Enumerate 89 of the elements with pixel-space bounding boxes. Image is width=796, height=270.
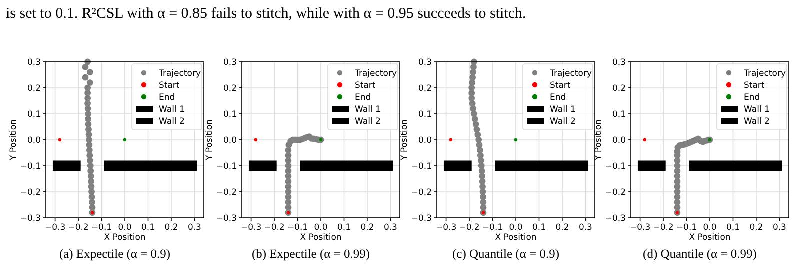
y-axis-title: Y Position [594,120,604,162]
x-tick-label: 0.0 [314,223,328,233]
x-tick-label: 0.2 [360,223,374,233]
y-tick-label: 0.1 [223,110,237,120]
legend-label: End [159,93,176,103]
y-tick-label: −0.3 [216,214,237,224]
x-tick-label: 0.2 [750,223,764,233]
y-axis-title: Y Position [400,120,410,162]
x-tick-label: −0.2 [68,223,89,233]
y-tick-label: −0.2 [411,188,432,198]
y-tick-label: −0.3 [411,214,432,224]
y-tick-label: 0.3 [27,58,41,68]
x-tick-label: 0.1 [726,223,740,233]
x-axis-title: X Position [104,233,146,243]
y-tick-label: 0.0 [223,136,237,146]
y-tick-label: 0.3 [418,58,432,68]
x-tick-label: 0.3 [772,223,786,233]
y-tick-label: 0.1 [612,110,626,120]
x-tick-label: −0.3 [240,223,262,233]
x-tick-label: 0.1 [532,223,546,233]
x-tick-label: 0.3 [384,223,398,233]
legend-label: Trajectory [549,69,592,79]
legend-label: Wall 1 [550,105,576,115]
legend-label: End [744,93,760,103]
y-tick-label: −0.3 [605,214,626,224]
y-tick-label: −0.1 [411,162,432,172]
x-axis-title: X Position [300,233,342,243]
legend-label: Start [159,81,180,91]
y-tick-label: −0.1 [605,162,626,172]
legend-label: Wall 1 [744,105,770,115]
x-axis-title: X Position [495,233,537,243]
x-tick-label: −0.2 [653,223,674,233]
legend-label: Trajectory [354,69,397,79]
legend-label: Wall 2 [355,117,381,127]
y-tick-label: 0.3 [223,58,237,68]
x-tick-label: 0.0 [118,223,132,233]
y-tick-label: 0.1 [27,110,41,120]
x-tick-label: 0.3 [188,223,202,233]
legend-label: End [355,93,372,103]
x-tick-label: 0.2 [164,223,178,233]
x-tick-label: 0.2 [556,223,570,233]
legend-label: Wall 2 [744,117,770,127]
y-tick-label: 0.0 [27,136,41,146]
legend-label: Wall 2 [550,117,576,127]
text: is set to 0.1. R²CSL with α = 0.85 fails to stitch, while with α = 0.95 succeeds to stitch. [6,6,526,22]
y-tick-label: 0.2 [612,84,626,94]
x-tick-label: 0.1 [141,223,155,233]
x-tick-label: 0.1 [337,223,351,233]
x-tick-label: −0.2 [264,223,285,233]
x-tick-label: −0.1 [91,223,112,233]
y-tick-label: 0.2 [418,84,432,94]
x-tick-label: −0.2 [459,223,480,233]
y-tick-label: 0.0 [612,136,626,146]
text: (a) Expectile (α = 0.9) [59,247,171,261]
y-tick-label: −0.2 [605,188,626,198]
y-tick-label: −0.3 [20,214,41,224]
x-tick-label: 0.3 [578,223,592,233]
legend-label: End [550,93,566,103]
legend-label: Wall 2 [159,117,185,127]
y-tick-label: 0.2 [223,84,237,94]
x-tick-label: −0.1 [676,223,698,233]
text: (d) Quantile (α = 0.99) [643,247,757,261]
y-tick-label: 0.3 [612,58,626,68]
legend-label: Trajectory [743,69,786,79]
x-tick-label: −0.3 [630,223,651,233]
x-tick-label: −0.1 [482,223,504,233]
y-tick-label: −0.2 [20,188,41,198]
legend-label: Start [744,81,766,91]
x-tick-label: −0.3 [44,223,66,233]
x-tick-label: −0.3 [436,223,457,233]
y-tick-label: 0.1 [418,110,432,120]
x-tick-label: −0.1 [287,223,308,233]
y-tick-label: 0.0 [418,136,432,146]
y-tick-label: −0.1 [20,162,41,172]
legend-label: Trajectory [158,69,201,79]
text: (b) Expectile (α = 0.99) [252,247,370,261]
legend-label: Start [550,81,572,91]
y-tick-label: −0.1 [216,162,237,172]
legend-label: Start [355,81,376,91]
legend-label: Wall 1 [159,105,185,115]
x-tick-label: 0.0 [703,223,717,233]
legend-label: Wall 1 [355,105,381,115]
x-tick-label: 0.0 [509,223,523,233]
y-axis-title: Y Position [205,120,215,162]
y-axis-title: Y Position [9,120,19,162]
y-tick-label: 0.2 [27,84,41,94]
y-tick-label: −0.2 [216,188,237,198]
x-axis-title: X Position [689,233,731,243]
text: (c) Quantile (α = 0.9) [452,247,560,261]
